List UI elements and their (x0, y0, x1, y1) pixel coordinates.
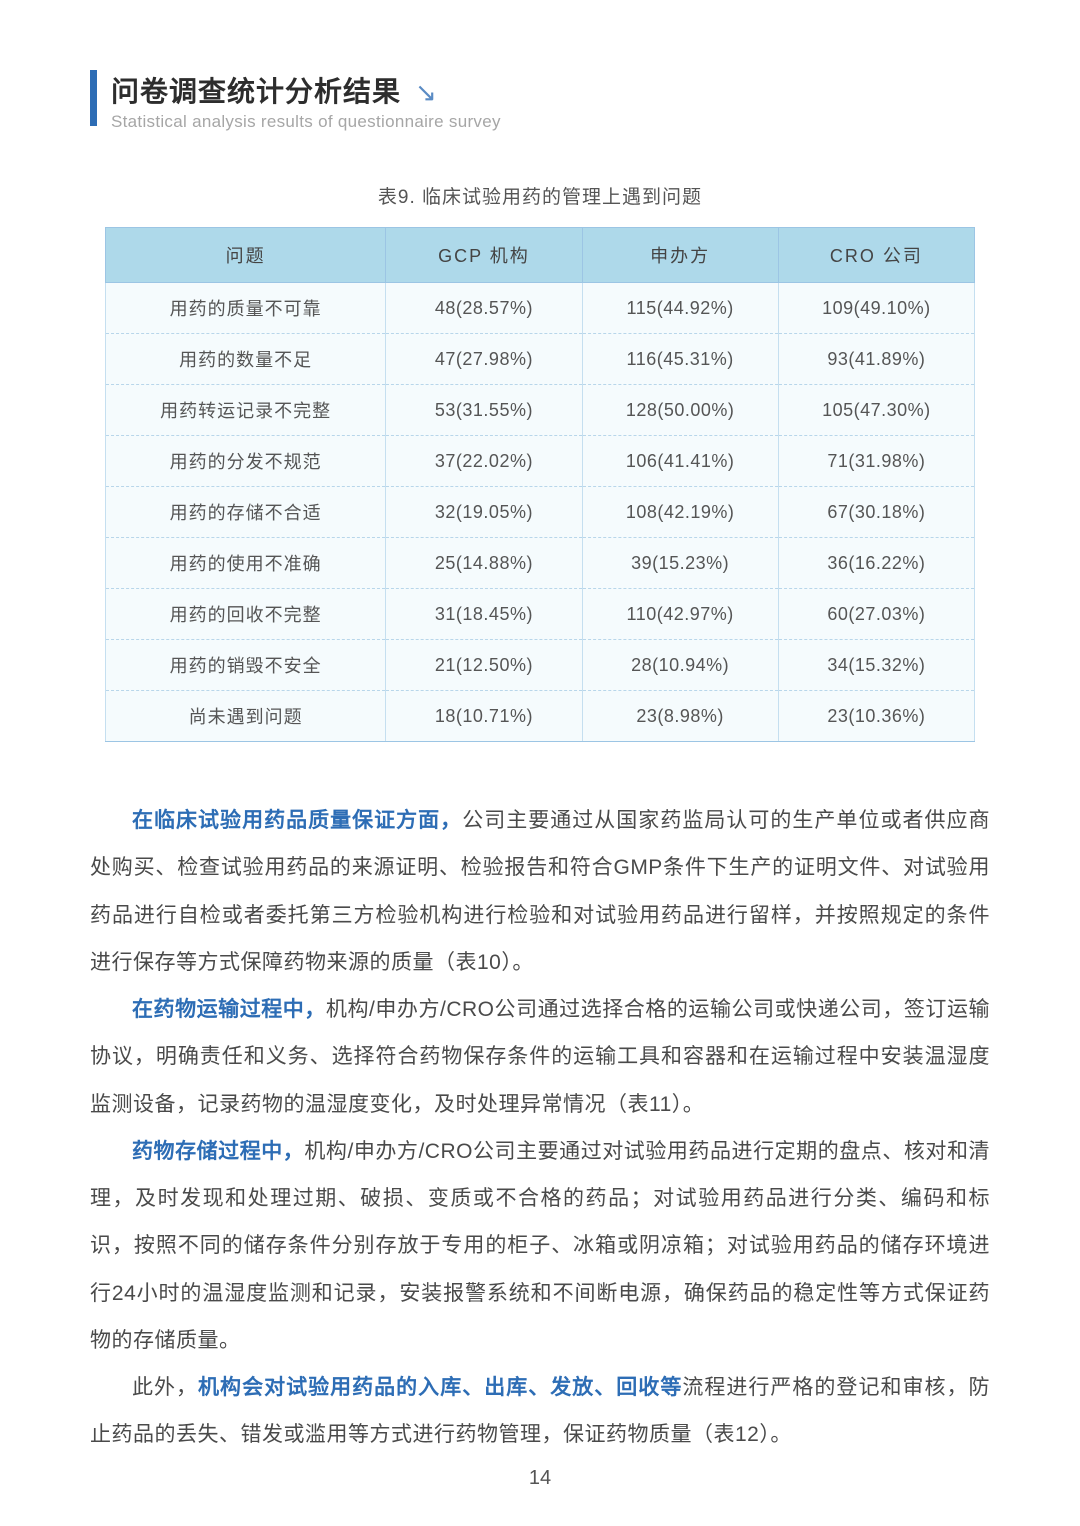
table-cell: 105(47.30%) (778, 385, 974, 436)
header-text-block: 问卷调查统计分析结果 ↘ Statistical analysis result… (111, 70, 501, 132)
header-accent-bar (90, 70, 97, 126)
table-cell: 93(41.89%) (778, 334, 974, 385)
page-header: 问卷调查统计分析结果 ↘ Statistical analysis result… (90, 70, 990, 132)
table-cell: 109(49.10%) (778, 283, 974, 334)
paragraph-lead: 在药物运输过程中， (132, 998, 326, 1021)
paragraph-highlight: 机构会对试验用药品的入库、出库、发放、回收等 (198, 1376, 682, 1399)
table-cell: 48(28.57%) (386, 283, 582, 334)
table-header: GCP 机构 (386, 228, 582, 283)
table-cell: 106(41.41%) (582, 436, 778, 487)
table-row: 用药的使用不准确25(14.88%)39(15.23%)36(16.22%) (106, 538, 975, 589)
table-cell: 32(19.05%) (386, 487, 582, 538)
table-cell: 25(14.88%) (386, 538, 582, 589)
table-caption: 表9. 临床试验用药的管理上遇到问题 (90, 182, 990, 209)
table-cell: 37(22.02%) (386, 436, 582, 487)
table-cell: 71(31.98%) (778, 436, 974, 487)
table-header: 问题 (106, 228, 386, 283)
paragraph: 药物存储过程中，机构/申办方/CRO公司主要通过对试验用药品进行定期的盘点、核对… (90, 1128, 990, 1364)
paragraph: 在药物运输过程中，机构/申办方/CRO公司通过选择合格的运输公司或快递公司，签订… (90, 986, 990, 1128)
paragraph-lead: 药物存储过程中， (132, 1140, 304, 1163)
paragraph-lead: 在临床试验用药品质量保证方面， (132, 809, 462, 832)
page-number: 14 (529, 1467, 551, 1490)
table-cell: 23(8.98%) (582, 691, 778, 742)
table-row: 用药转运记录不完整53(31.55%)128(50.00%)105(47.30%… (106, 385, 975, 436)
table-row: 用药的数量不足47(27.98%)116(45.31%)93(41.89%) (106, 334, 975, 385)
table-cell: 18(10.71%) (386, 691, 582, 742)
table-header: 申办方 (582, 228, 778, 283)
table-cell: 用药的存储不合适 (106, 487, 386, 538)
table-cell: 用药转运记录不完整 (106, 385, 386, 436)
paragraph: 此外，机构会对试验用药品的入库、出库、发放、回收等流程进行严格的登记和审核，防止… (90, 1364, 990, 1459)
table-row: 用药的分发不规范37(22.02%)106(41.41%)71(31.98%) (106, 436, 975, 487)
table-cell: 39(15.23%) (582, 538, 778, 589)
arrow-icon: ↘ (415, 77, 437, 108)
table-cell: 34(15.32%) (778, 640, 974, 691)
table-cell: 53(31.55%) (386, 385, 582, 436)
table-cell: 28(10.94%) (582, 640, 778, 691)
table-cell: 用药的使用不准确 (106, 538, 386, 589)
table-row: 用药的回收不完整31(18.45%)110(42.97%)60(27.03%) (106, 589, 975, 640)
table-cell: 110(42.97%) (582, 589, 778, 640)
table-cell: 21(12.50%) (386, 640, 582, 691)
table-header-row: 问题 GCP 机构 申办方 CRO 公司 (106, 228, 975, 283)
body-text: 在临床试验用药品质量保证方面，公司主要通过从国家药监局认可的生产单位或者供应商处… (90, 797, 990, 1459)
table-row: 尚未遇到问题18(10.71%)23(8.98%)23(10.36%) (106, 691, 975, 742)
table-cell: 115(44.92%) (582, 283, 778, 334)
paragraph: 在临床试验用药品质量保证方面，公司主要通过从国家药监局认可的生产单位或者供应商处… (90, 797, 990, 986)
header-title: 问卷调查统计分析结果 (111, 70, 401, 110)
table-header: CRO 公司 (778, 228, 974, 283)
table-cell: 31(18.45%) (386, 589, 582, 640)
table-cell: 116(45.31%) (582, 334, 778, 385)
table-cell: 128(50.00%) (582, 385, 778, 436)
table-cell: 用药的质量不可靠 (106, 283, 386, 334)
table-cell: 36(16.22%) (778, 538, 974, 589)
table-cell: 用药的销毁不安全 (106, 640, 386, 691)
table-cell: 用药的回收不完整 (106, 589, 386, 640)
table-cell: 用药的数量不足 (106, 334, 386, 385)
table-cell: 108(42.19%) (582, 487, 778, 538)
data-table: 问题 GCP 机构 申办方 CRO 公司 用药的质量不可靠48(28.57%)1… (105, 227, 975, 742)
table-cell: 47(27.98%) (386, 334, 582, 385)
table-cell: 23(10.36%) (778, 691, 974, 742)
table-row: 用药的质量不可靠48(28.57%)115(44.92%)109(49.10%) (106, 283, 975, 334)
table-cell: 尚未遇到问题 (106, 691, 386, 742)
table-cell: 67(30.18%) (778, 487, 974, 538)
header-subtitle: Statistical analysis results of question… (111, 112, 501, 132)
table-row: 用药的存储不合适32(19.05%)108(42.19%)67(30.18%) (106, 487, 975, 538)
table-row: 用药的销毁不安全21(12.50%)28(10.94%)34(15.32%) (106, 640, 975, 691)
table-cell: 用药的分发不规范 (106, 436, 386, 487)
table-cell: 60(27.03%) (778, 589, 974, 640)
